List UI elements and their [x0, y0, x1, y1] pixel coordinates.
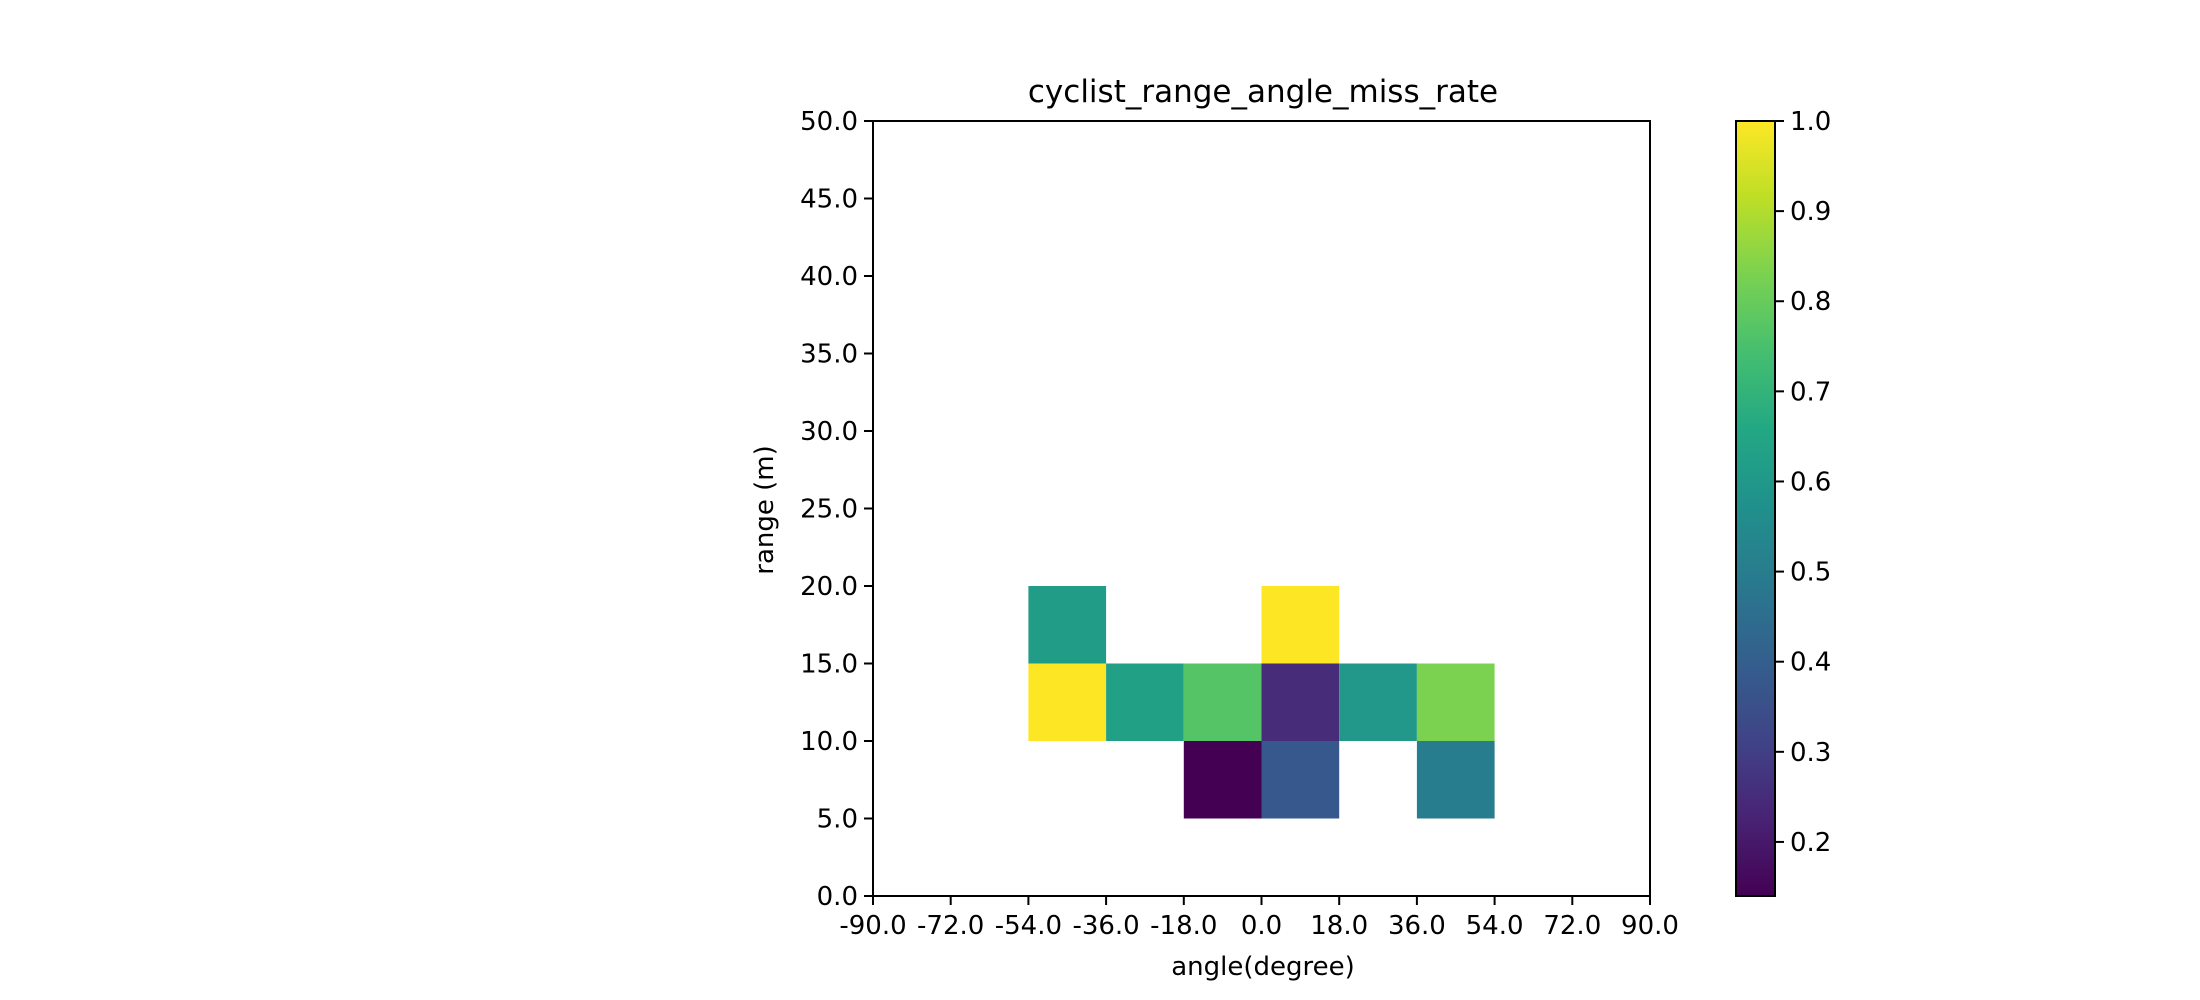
x-tick-label-0: -90.0	[839, 911, 906, 941]
y-tick-label-1: 5.0	[817, 805, 858, 835]
x-axis-ticks: -90.0 -72.0 -54.0 -36.0 -18.0 0.0 18.0 36.0 54.0…	[839, 896, 1679, 941]
colorbar: 0.2 0.3 0.4 0.5 0.6 0.7 0.8 0.9 1.0	[1735, 107, 1831, 897]
y-axis-ticks: 0.0 5.0 10.0 15.0 20.0 25.0 30.0 35.0 40.0 45.0 50…	[800, 107, 873, 912]
chart-title: cyclist_range_angle_miss_rate	[1028, 74, 1498, 110]
heatmap-cell-8	[1183, 741, 1262, 819]
colorbar-tick-label-5: 0.7	[1790, 377, 1831, 407]
heatmap-cell-9	[1261, 741, 1340, 819]
heatmap-cells	[1028, 586, 1495, 819]
colorbar-gradient	[1736, 121, 1775, 896]
colorbar-tick-label-3: 0.5	[1790, 558, 1831, 588]
x-tick-label-1: -72.0	[917, 911, 984, 941]
x-tick-label-10: 90.0	[1621, 911, 1679, 941]
x-tick-label-2: -54.0	[995, 911, 1062, 941]
colorbar-tick-label-4: 0.6	[1790, 467, 1831, 497]
y-tick-label-8: 40.0	[800, 262, 858, 292]
x-tick-label-5: 0.0	[1241, 911, 1282, 941]
x-tick-label-4: -18.0	[1150, 911, 1217, 941]
heatmap-cell-2	[1028, 663, 1107, 741]
y-tick-label-5: 25.0	[800, 495, 858, 525]
heatmap-cell-10	[1416, 741, 1495, 819]
colorbar-tick-label-8: 1.0	[1790, 107, 1831, 137]
x-axis-label: angle(degree)	[1171, 952, 1355, 982]
heatmap-cell-5	[1261, 663, 1340, 741]
colorbar-ticks: 0.2 0.3 0.4 0.5 0.6 0.7 0.8 0.9 1.0	[1775, 107, 1831, 858]
heatmap-cell-6	[1339, 663, 1417, 741]
x-tick-label-7: 36.0	[1388, 911, 1446, 941]
colorbar-tick-label-2: 0.4	[1790, 648, 1831, 678]
x-tick-label-6: 18.0	[1310, 911, 1368, 941]
y-tick-label-6: 30.0	[800, 417, 858, 447]
y-tick-label-2: 10.0	[800, 727, 858, 757]
colorbar-frame	[1735, 120, 1776, 897]
y-tick-label-10: 50.0	[800, 107, 858, 137]
y-axis-label: range (m)	[750, 445, 780, 574]
colorbar-tick-label-1: 0.3	[1790, 738, 1831, 768]
x-tick-label-9: 72.0	[1543, 911, 1601, 941]
colorbar-tick-label-0: 0.2	[1790, 828, 1831, 858]
x-tick-label-8: 54.0	[1466, 911, 1524, 941]
colorbar-tick-label-7: 0.9	[1790, 197, 1831, 227]
y-tick-label-4: 20.0	[800, 572, 858, 602]
y-tick-label-0: 0.0	[817, 882, 858, 912]
y-tick-label-9: 45.0	[800, 185, 858, 215]
heatmap-cell-0	[1028, 586, 1107, 664]
y-tick-label-7: 35.0	[800, 340, 858, 370]
y-tick-label-3: 15.0	[800, 650, 858, 680]
heatmap-cell-1	[1261, 586, 1340, 664]
heatmap-cell-4	[1183, 663, 1262, 741]
heatmap-cell-7	[1416, 663, 1495, 741]
heatmap-cell-3	[1106, 663, 1184, 741]
colorbar-tick-label-6: 0.8	[1790, 287, 1831, 317]
x-tick-label-3: -36.0	[1072, 911, 1139, 941]
